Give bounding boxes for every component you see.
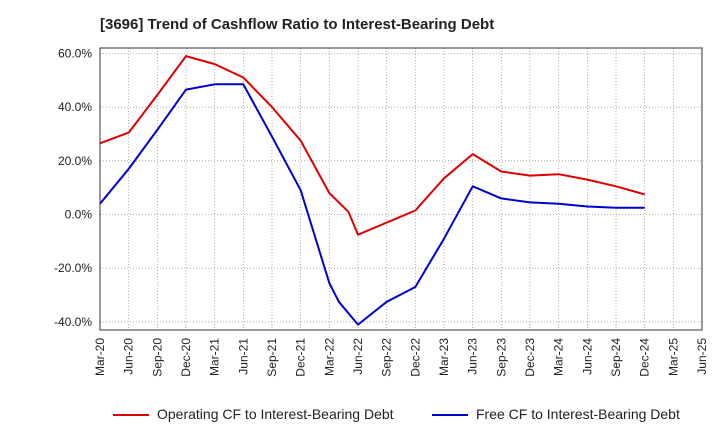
- x-tick-label: Sep-24: [609, 338, 623, 377]
- legend-label-free-cf: Free CF to Interest-Bearing Debt: [476, 406, 680, 422]
- x-tick-label: Jun-23: [466, 338, 480, 375]
- x-tick-label: Mar-21: [208, 338, 222, 376]
- y-tick-label: 40.0%: [58, 100, 92, 114]
- x-tick-label: Mar-23: [437, 338, 451, 376]
- x-tick-label: Jun-24: [580, 338, 594, 375]
- x-tick-label: Dec-23: [523, 338, 537, 377]
- legend-item-operating-cf: Operating CF to Interest-Bearing Debt: [113, 406, 394, 422]
- series-lines: [99, 55, 645, 326]
- y-tick-label: -20.0%: [54, 261, 92, 275]
- x-tick-label: Mar-25: [666, 338, 680, 376]
- y-tick-label: 20.0%: [58, 154, 92, 168]
- free-cf-line: [99, 83, 645, 326]
- y-tick-label: -40.0%: [54, 315, 92, 329]
- x-tick-label: Sep-20: [150, 338, 164, 377]
- x-tick-label: Mar-20: [93, 338, 107, 376]
- x-tick-label: Sep-22: [380, 338, 394, 377]
- x-tick-label: Jun-20: [122, 338, 136, 375]
- x-tick-label: Jun-25: [695, 338, 709, 375]
- chart-title: [3696] Trend of Cashflow Ratio to Intere…: [100, 16, 495, 33]
- x-tick-label: Jun-21: [236, 338, 250, 375]
- x-tick-label: Dec-20: [179, 338, 193, 377]
- legend-label-operating-cf: Operating CF to Interest-Bearing Debt: [157, 406, 394, 422]
- grid-lines: [100, 48, 702, 330]
- x-tick-label: Dec-24: [638, 338, 652, 377]
- x-tick-label: Dec-21: [294, 338, 308, 377]
- legend-swatch-operating-cf: [113, 414, 149, 417]
- y-axis-tick-labels: 60.0% 40.0% 20.0% 0.0% -20.0% -40.0%: [54, 46, 92, 329]
- legend-swatch-free-cf: [432, 414, 468, 417]
- y-tick-label: 0.0%: [65, 208, 93, 222]
- x-tick-label: Dec-22: [408, 338, 422, 377]
- legend-item-free-cf: Free CF to Interest-Bearing Debt: [432, 406, 680, 422]
- y-tick-label: 60.0%: [58, 46, 92, 60]
- x-tick-label: Mar-24: [552, 338, 566, 376]
- plot-area-frame: [99, 47, 703, 331]
- x-tick-label: Jun-22: [351, 338, 365, 375]
- x-tick-label: Sep-23: [494, 338, 508, 377]
- x-tick-label: Mar-22: [322, 338, 336, 376]
- operating-cf-line: [99, 55, 645, 236]
- x-axis-tick-labels: Mar-20 Jun-20 Sep-20 Dec-20 Mar-21 Jun-21 Sep-…: [93, 338, 709, 377]
- x-tick-label: Sep-21: [265, 338, 279, 377]
